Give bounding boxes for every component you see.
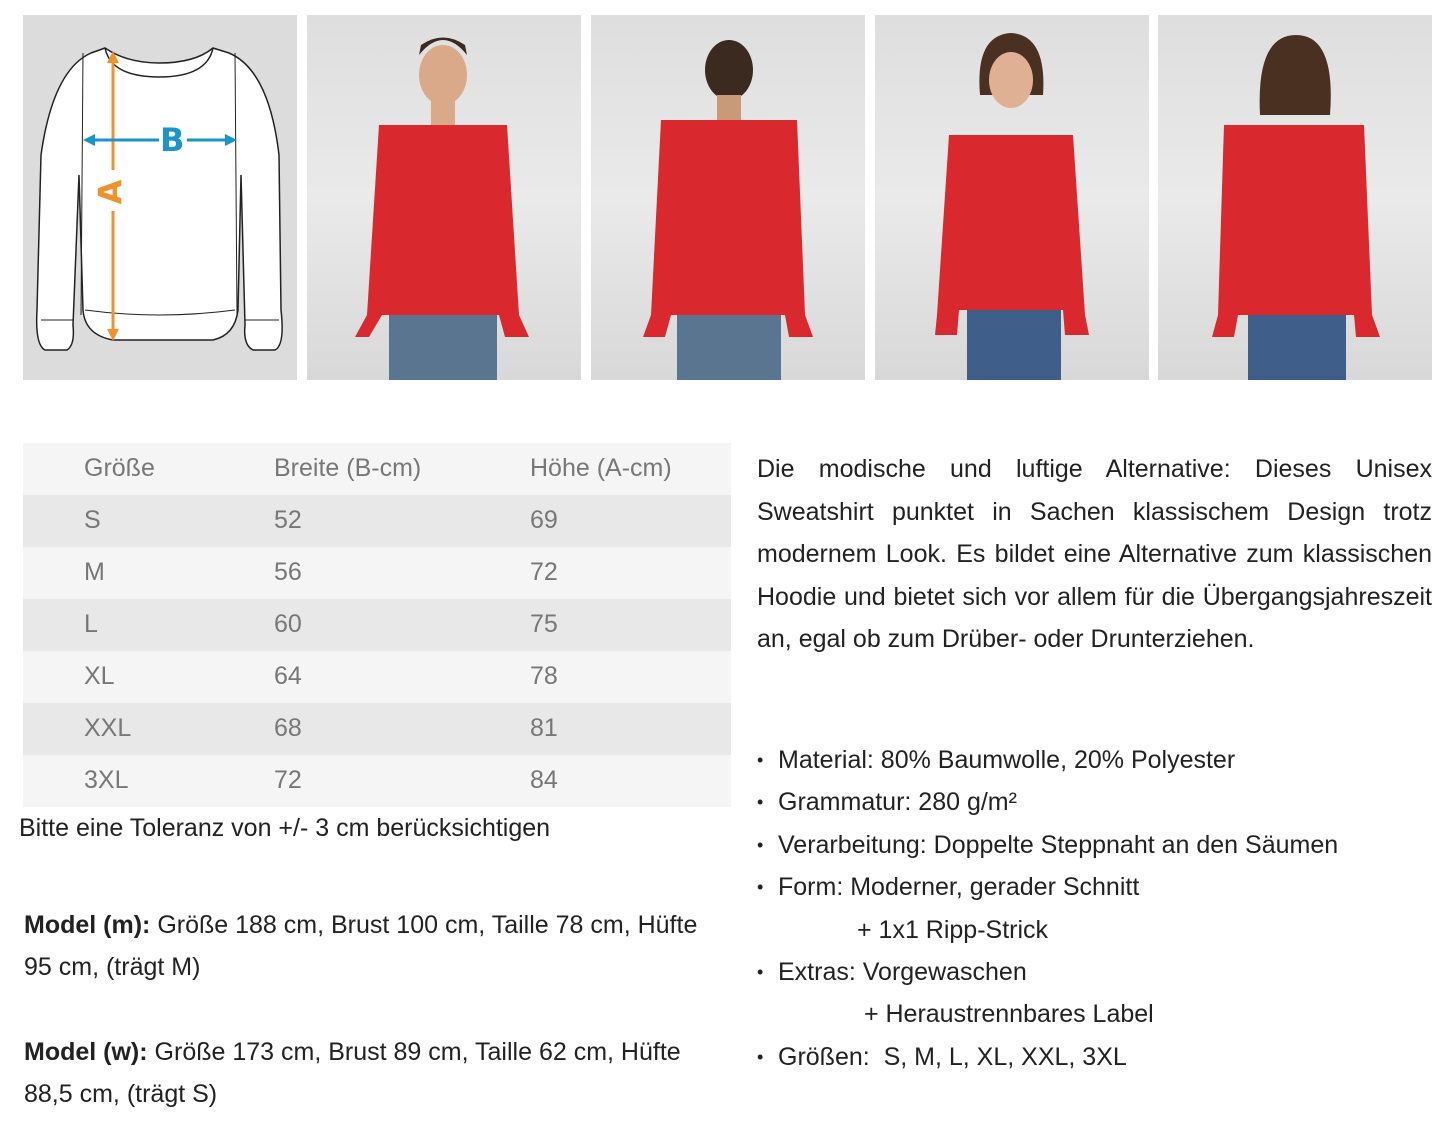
cell-width: 68 bbox=[274, 714, 302, 742]
cell-height: 84 bbox=[530, 766, 558, 794]
model-female-info: Model (w): Größe 173 cm, Brust 89 cm, Ta… bbox=[24, 1031, 704, 1115]
cell-height: 81 bbox=[530, 714, 558, 742]
header-width: Breite (B-cm) bbox=[274, 454, 422, 482]
product-description: Die modische und luftige Alternative: Di… bbox=[757, 455, 1432, 653]
header-height: Höhe (A-cm) bbox=[530, 454, 672, 482]
model-label: Model (m): bbox=[24, 911, 151, 939]
cell-width: 56 bbox=[274, 558, 302, 586]
cell-size: 3XL bbox=[84, 766, 129, 794]
table-row: L 60 75 bbox=[23, 599, 731, 651]
header-size: Größe bbox=[84, 454, 155, 482]
cell-height: 75 bbox=[530, 610, 558, 638]
model-label: Model (w): bbox=[24, 1038, 148, 1066]
cell-size: XL bbox=[84, 662, 115, 690]
photo-male-back bbox=[591, 15, 865, 380]
feature-item-continued: + 1x1 Ripp-Strick bbox=[857, 915, 1049, 944]
cell-width: 60 bbox=[274, 610, 302, 638]
cell-width: 72 bbox=[274, 766, 302, 794]
table-row: M 56 72 bbox=[23, 547, 731, 599]
model-text: Größe 188 cm, Brust 100 cm, Taille 78 cm… bbox=[24, 911, 698, 981]
size-diagram: B A bbox=[23, 15, 297, 380]
table-row: XL 64 78 bbox=[23, 651, 731, 703]
feature-item: Grammatur: 280 g/m² bbox=[757, 781, 1338, 824]
label-b: B bbox=[160, 121, 185, 159]
feature-item: Form: Moderner, gerader Schnitt bbox=[757, 866, 1338, 909]
cell-size: L bbox=[84, 610, 98, 638]
feature-item-continued: + Heraustrennbares Label bbox=[857, 1000, 1154, 1029]
cell-size: S bbox=[84, 506, 101, 534]
cell-size: M bbox=[84, 558, 105, 586]
cell-width: 52 bbox=[274, 506, 302, 534]
photo-male-front bbox=[307, 15, 581, 380]
cell-size: XXL bbox=[84, 714, 132, 742]
table-row: S 52 69 bbox=[23, 495, 731, 547]
table-row: XXL 68 81 bbox=[23, 703, 731, 755]
label-a: A bbox=[91, 179, 130, 205]
cell-height: 78 bbox=[530, 662, 558, 690]
feature-item: Extras: Vorgewaschen bbox=[757, 951, 1338, 994]
cell-height: 69 bbox=[530, 506, 558, 534]
tolerance-note: Bitte eine Toleranz von +/- 3 cm berücks… bbox=[19, 814, 551, 842]
model-text: Größe 173 cm, Brust 89 cm, Taille 62 cm,… bbox=[24, 1038, 681, 1108]
feature-item: Größen: S, M, L, XL, XXL, 3XL bbox=[757, 1036, 1338, 1079]
sweatshirt-outline-icon bbox=[35, 47, 283, 351]
table-row: 3XL 72 84 bbox=[23, 755, 731, 807]
size-table: Größe Breite (B-cm) Höhe (A-cm) S 52 69 M 56 7… bbox=[23, 443, 731, 807]
feature-item: Material: 80% Baumwolle, 20% Polyester bbox=[757, 739, 1338, 782]
cell-height: 72 bbox=[530, 558, 558, 586]
feature-list: Material: 80% Baumwolle, 20% Polyester G… bbox=[757, 739, 1338, 1079]
photo-female-back bbox=[1158, 15, 1432, 380]
cell-width: 64 bbox=[274, 662, 302, 690]
photo-female-front bbox=[875, 15, 1149, 380]
feature-item: Verarbeitung: Doppelte Steppnaht an den … bbox=[757, 824, 1338, 867]
model-male-info: Model (m): Größe 188 cm, Brust 100 cm, T… bbox=[24, 904, 724, 988]
table-header: Größe Breite (B-cm) Höhe (A-cm) bbox=[23, 443, 731, 495]
